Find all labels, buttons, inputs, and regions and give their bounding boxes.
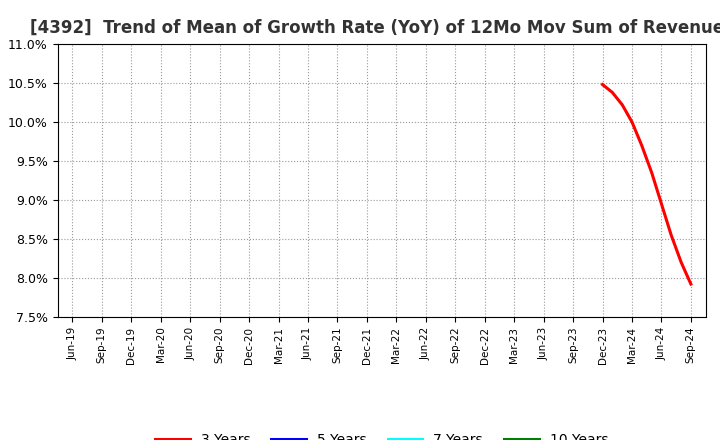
- 3 Years: [637, 143, 646, 148]
- 3 Years: [628, 119, 636, 125]
- 3 Years: [677, 260, 685, 265]
- 3 Years: [618, 102, 626, 107]
- Title: [4392]  Trend of Mean of Growth Rate (YoY) of 12Mo Mov Sum of Revenues: [4392] Trend of Mean of Growth Rate (YoY…: [30, 19, 720, 37]
- Legend: 3 Years, 5 Years, 7 Years, 10 Years: 3 Years, 5 Years, 7 Years, 10 Years: [150, 427, 613, 440]
- Line: 3 Years: 3 Years: [603, 84, 691, 284]
- 3 Years: [657, 201, 666, 206]
- 3 Years: [687, 282, 696, 287]
- 3 Years: [608, 90, 616, 95]
- 3 Years: [598, 82, 607, 87]
- 3 Years: [667, 232, 675, 238]
- 3 Years: [647, 170, 656, 175]
